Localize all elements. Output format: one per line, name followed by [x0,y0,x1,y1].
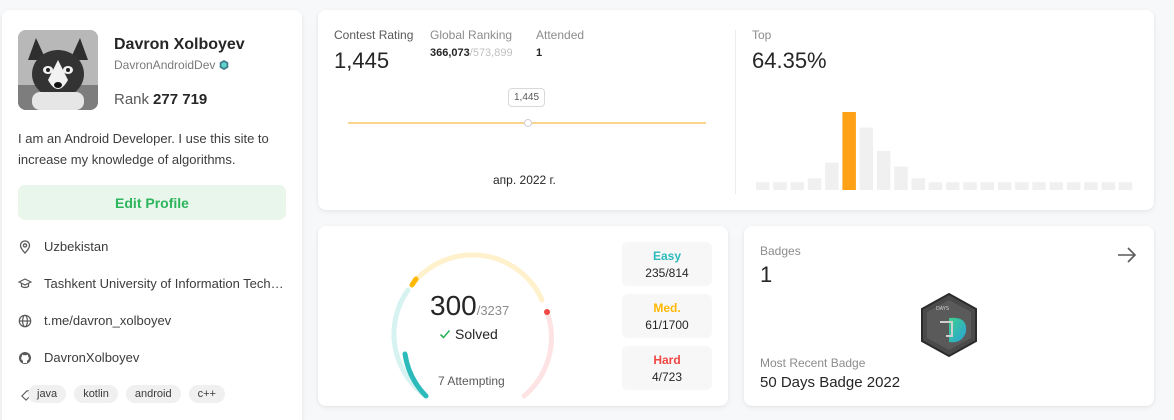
recent-badge-name: 50 Days Badge 2022 [760,374,901,391]
histogram-bar[interactable] [928,182,943,190]
global-rank: 366,073 [430,47,470,59]
globe-icon [18,314,32,327]
username-text: DavronAndroidDev [114,58,216,72]
histogram-bar[interactable] [859,127,874,190]
histogram-bar[interactable] [1118,182,1133,190]
badges-count: 1 [760,262,773,287]
attended-value: 1 [536,47,543,59]
histogram-bar[interactable] [980,182,995,190]
rank-value: 277 719 [153,91,208,108]
skill-tag[interactable]: android [125,385,181,403]
top-percent-label: Top [752,28,772,42]
global-total: /573,899 [469,47,513,59]
hard-track [521,309,554,399]
histogram-bar[interactable] [1032,182,1046,190]
hard-count: 4/723 [651,369,683,384]
skill-tags: java kotlin android c++ [28,385,225,403]
histogram-bar[interactable] [1084,182,1098,190]
hexagon-badge-icon [220,60,229,70]
50-days-badge-icon[interactable]: DAYS [916,292,982,358]
solved-total: /3237 [476,303,510,318]
solved-label: Solved [439,326,498,342]
attended-label: Attended [536,28,585,42]
histogram-bar-current[interactable] [842,112,856,190]
skill-tag[interactable]: c++ [188,385,225,403]
rating-tooltip: 1,445 [508,88,546,107]
location-pin-icon [19,239,31,254]
school-row: Tashkent University of Information Techn… [18,276,284,291]
location-row: Uzbekistan [18,239,284,254]
easy-count: 235/814 [645,265,689,280]
github-link[interactable]: DavronXolboyev [44,350,140,365]
badges-label: Badges [760,244,801,258]
easy-track [391,287,429,399]
hard-stat[interactable]: Hard 4/723 [622,346,712,390]
badge-text: DAYS [936,306,949,312]
easy-progress-arc [402,351,429,399]
medium-stat[interactable]: Med. 61/1700 [622,294,712,338]
profile-bio: I am an Android Developer. I use this si… [18,131,269,167]
histogram-bar[interactable] [807,178,822,190]
profile-rank: Rank 277 719 [114,91,207,108]
school-text: Tashkent University of Information Techn… [44,276,284,291]
solved-count: 300/3237 [430,290,509,322]
website-link[interactable]: t.me/davron_xolboyev [44,313,172,328]
rating-history-point[interactable] [524,119,532,127]
rank-label: Rank [114,91,150,108]
hard-label: Hard [653,352,681,367]
histogram-bar[interactable] [790,182,805,190]
edit-profile-button[interactable]: Edit Profile [18,185,286,220]
histogram-bar[interactable] [825,162,839,190]
medium-progress-arc [409,276,419,288]
histogram-bar[interactable] [1101,182,1116,190]
profile-card: Davron Xolboyev DavronAndroidDev Rank 277… [2,10,302,420]
contest-rating-value: 1,445 [334,48,390,73]
top-percent-value: 64.35% [752,48,827,73]
avatar[interactable] [18,30,98,110]
easy-stat[interactable]: Easy 235/814 [622,242,712,286]
histogram-bar[interactable] [773,182,787,190]
histogram-bar[interactable] [946,182,960,190]
medium-count: 61/1700 [645,317,689,332]
rating-date-label: апр. 2022 г. [493,173,556,187]
global-ranking-value: 366,073/573,899 [430,47,513,59]
graduation-cap-icon [18,277,32,288]
skill-tag[interactable]: kotlin [74,385,118,403]
location-text: Uzbekistan [44,239,109,254]
contest-rating-label: Contest Rating [334,28,414,42]
histogram-bar[interactable] [1066,182,1081,190]
histogram-bar[interactable] [1049,182,1064,190]
medium-label: Med. [653,300,681,315]
easy-label: Easy [652,248,682,263]
medium-track [409,252,545,303]
badges-card: Badges 1 DAYS Most Recent Badge 50 Days … [744,226,1154,406]
histogram-bar[interactable] [997,182,1012,190]
ranking-histogram [756,112,1133,190]
recent-badge-label: Most Recent Badge [760,356,866,370]
profile-name: Davron Xolboyev [114,36,245,53]
histogram-bar[interactable] [963,182,977,190]
histogram-bar[interactable] [1015,182,1029,190]
github-icon [19,351,31,364]
solved-value: 300 [430,290,477,321]
skill-tag[interactable]: java [28,385,67,403]
histogram-bar[interactable] [894,166,908,190]
arrow-right-icon[interactable] [1116,244,1138,266]
husky-avatar-image [18,30,98,110]
histogram-bar[interactable] [756,182,770,190]
profile-username: DavronAndroidDev [114,58,229,72]
contest-rating-card: Contest Rating 1,445 Global Ranking 366,… [318,10,1154,210]
check-icon [439,329,451,339]
solved-problems-card: 300/3237 Solved 7 Attempting Easy 235/81… [318,226,728,406]
solved-text: Solved [455,326,498,342]
histogram-bar[interactable] [876,151,891,190]
solved-progress-ring [391,252,554,399]
website-row[interactable]: t.me/davron_xolboyev [18,313,284,328]
github-row[interactable]: DavronXolboyev [18,350,284,365]
histogram-bar[interactable] [911,178,926,190]
hard-progress-dot [544,309,550,315]
card-divider [735,30,736,194]
global-ranking-label: Global Ranking [430,28,513,42]
attempting-count: 7 Attempting [438,374,505,388]
